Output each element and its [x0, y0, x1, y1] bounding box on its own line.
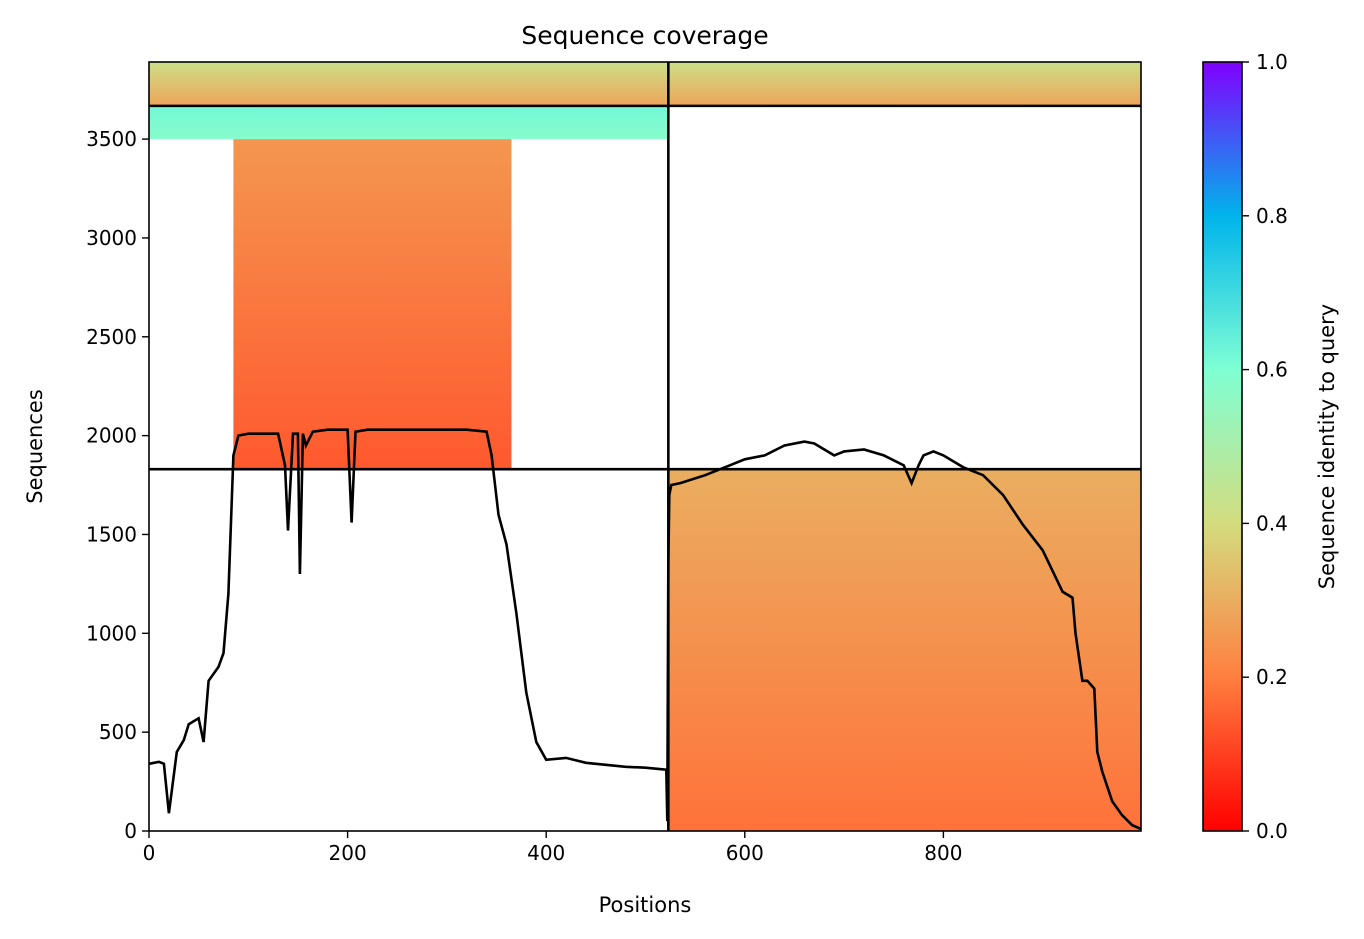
- colorbar-tick-label: 0.8: [1256, 204, 1288, 228]
- coverage-line: [148, 428, 1142, 831]
- x-tick-label: 600: [726, 841, 764, 865]
- y-tick-label: 3000: [86, 226, 137, 250]
- colorbar-tick-label: 0.2: [1256, 665, 1288, 689]
- colorbar-title: Sequence identity to query: [1315, 304, 1339, 589]
- plot-frame: [148, 61, 1142, 832]
- x-tick-label: 0: [143, 841, 156, 865]
- x-axis: 0 200 400 600 800: [143, 831, 962, 865]
- y-tick-label: 3500: [86, 127, 137, 151]
- colorbar-tick-label: 0.4: [1256, 511, 1288, 535]
- heatmap-block: [149, 105, 669, 140]
- colorbar-tick-label: 0.6: [1256, 358, 1288, 382]
- x-tick-label: 400: [527, 841, 565, 865]
- heatmap-block: [668, 469, 1141, 831]
- chart-title: Sequence coverage: [521, 21, 768, 50]
- y-tick-label: 500: [99, 720, 137, 744]
- colorbar-tick-label: 1.0: [1256, 50, 1288, 74]
- plot-area: [148, 61, 1142, 832]
- y-tick-label: 2000: [86, 424, 137, 448]
- x-tick-label: 800: [924, 841, 962, 865]
- heatmap-block: [668, 62, 1141, 106]
- y-tick-label: 0: [124, 819, 137, 843]
- colorbar-gradient-bar: [1203, 62, 1242, 831]
- y-tick-label: 1000: [86, 621, 137, 645]
- x-axis-title: Positions: [599, 893, 692, 917]
- heatmap-block: [233, 139, 512, 470]
- y-axis: 0 500 1000 1500 2000 2500 3000 3500: [86, 127, 149, 843]
- colorbar-ticks: 0.0 0.2 0.4 0.6 0.8 1.0: [1242, 50, 1288, 843]
- x-tick-label: 200: [329, 841, 367, 865]
- colorbar-tick-label: 0.0: [1256, 819, 1288, 843]
- colorbar-frame: [1202, 61, 1243, 832]
- heatmap-blocks: [149, 62, 1141, 831]
- y-axis-title: Sequences: [23, 389, 47, 504]
- y-tick-label: 1500: [86, 522, 137, 546]
- y-tick-label: 2500: [86, 325, 137, 349]
- colorbar: 0.0 0.2 0.4 0.6 0.8 1.0 Sequence identity to …: [1202, 50, 1339, 843]
- heatmap-block: [149, 62, 669, 106]
